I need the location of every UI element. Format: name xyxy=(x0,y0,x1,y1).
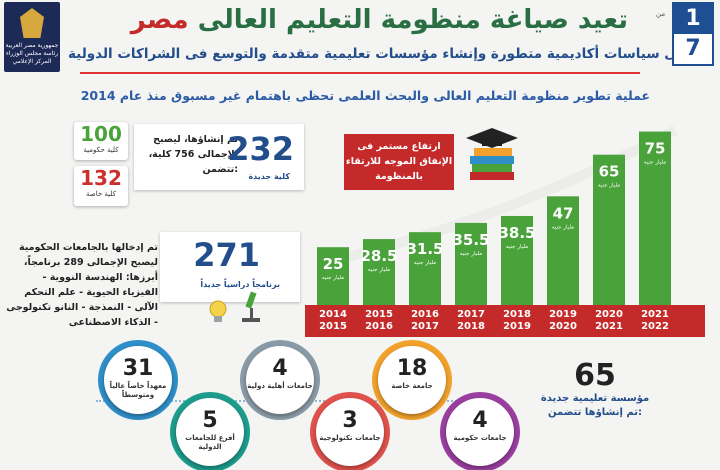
private-colleges-count: 132 xyxy=(80,166,122,190)
institution-count: 18 xyxy=(396,356,428,381)
bar xyxy=(363,239,395,305)
axis-band xyxy=(305,305,705,337)
institution-circle: 31 معهداً خاصاً عالياً ومتوسطاً xyxy=(104,346,172,414)
page-indicator: 1 7 من xyxy=(656,2,714,66)
x-tick-label: 2015 xyxy=(365,309,393,320)
headline: عملية تطوير منظومة التعليم العالى والبحث… xyxy=(80,88,650,103)
institution-circle: 4 جامعات حكومية xyxy=(446,398,514,466)
page-total: 7 xyxy=(685,36,701,61)
x-tick-label: 2019 xyxy=(503,321,531,332)
x-tick-label: 2021 xyxy=(595,321,623,332)
x-tick-label: 2020 xyxy=(549,321,577,332)
institution-count: 4 xyxy=(272,356,288,381)
x-tick-label: 2014 xyxy=(319,309,347,320)
institution-count: 4 xyxy=(472,408,488,433)
institution-circle: 5 أفرع للجامعات الدولية xyxy=(176,398,244,466)
bar xyxy=(547,196,579,305)
bar-value-label: 28.5 xyxy=(360,247,397,265)
bar-value-label: 75 xyxy=(645,140,666,158)
x-tick-label: 2017 xyxy=(457,309,485,320)
institution-label: أفرع للجامعات الدولية xyxy=(185,434,235,451)
total-institutions-count: 65 xyxy=(574,358,616,393)
private-colleges-tile: 132 كلية خاصة xyxy=(74,166,128,206)
microscope-icon xyxy=(242,291,260,322)
books-graduation-cap-icon xyxy=(466,128,518,180)
page-title: تعيد صياغة منظومة التعليم العالى مصر xyxy=(68,0,628,40)
x-tick-label: 2016 xyxy=(365,321,393,332)
eagle-emblem-icon xyxy=(20,8,44,38)
bar-unit-label: مليار جنيه xyxy=(598,183,620,189)
bar xyxy=(501,215,533,305)
programs-text: تم إدخالها بالجامعات الحكومية ليصبح الإج… xyxy=(6,242,158,328)
title-part-2: تعيد صياغة منظومة التعليم العالى xyxy=(197,5,628,35)
bar-value-label: 65 xyxy=(599,163,620,181)
logo-text: جمهورية مصر العربية رئاسة مجلس الوزراء ا… xyxy=(5,42,59,65)
bar xyxy=(317,247,349,305)
spending-callout: ارتفاع مستمر فى الإنفاق الموجه للارتقاء … xyxy=(344,134,454,190)
x-tick-label: 2016 xyxy=(411,309,439,320)
lightbulb-icon xyxy=(209,300,227,322)
new-colleges-count: 232 xyxy=(227,130,294,168)
bar-unit-label: مليار جنيه xyxy=(368,267,390,273)
page-current: 1 xyxy=(674,4,712,34)
institution-label: معهداً خاصاً عالياً ومتوسطاً xyxy=(109,382,167,399)
total-institutions-label: مؤسسة تعليمية جديدة تم إنشاؤها تتضمن: xyxy=(540,393,650,418)
private-colleges-label: كلية خاصة xyxy=(86,190,116,198)
bar-value-label: 31.5 xyxy=(406,240,443,258)
media-center-logo: جمهورية مصر العربية رئاسة مجلس الوزراء ا… xyxy=(4,2,60,72)
x-tick-label: 2017 xyxy=(411,321,439,332)
x-tick-label: 2021 xyxy=(641,309,669,320)
header-divider xyxy=(80,72,640,74)
institution-count: 3 xyxy=(342,408,358,433)
institution-label: جامعات تكنولوجية xyxy=(319,434,381,442)
institution-label: جامعة خاصة xyxy=(391,382,433,390)
new-programs-count: 271 xyxy=(193,236,260,274)
bar-value-label: 38.5 xyxy=(498,224,535,242)
title-part-1: مصر xyxy=(130,5,189,35)
gov-colleges-count: 100 xyxy=(80,122,122,146)
institution-count: 5 xyxy=(202,408,218,433)
bar-unit-label: مليار جنيه xyxy=(552,224,574,230)
bar-unit-label: مليار جنيه xyxy=(506,244,528,250)
total-institutions: 65 مؤسسة تعليمية جديدة تم إنشاؤها تتضمن: xyxy=(540,360,650,420)
institution-circle: 4 جامعات أهلية دولية xyxy=(246,346,314,414)
gov-colleges-label: كلية حكومية xyxy=(83,146,119,154)
new-colleges-caption: كلية جديدة xyxy=(248,172,290,181)
x-tick-label: 2020 xyxy=(595,309,623,320)
institution-label: جامعات حكومية xyxy=(453,434,507,442)
institution-circle: 3 جامعات تكنولوجية xyxy=(316,398,384,466)
bar-unit-label: مليار جنيه xyxy=(322,275,344,281)
bar xyxy=(639,131,671,305)
x-tick-label: 2015 xyxy=(319,321,347,332)
page-of-label: من xyxy=(656,10,666,18)
bar-value-label: 47 xyxy=(553,204,574,222)
institution-circle: 18 جامعة خاصة xyxy=(378,346,446,414)
gov-colleges-tile: 100 كلية حكومية xyxy=(74,122,128,160)
bar-value-label: 35.5 xyxy=(452,231,489,249)
x-tick-label: 2018 xyxy=(503,309,531,320)
x-tick-label: 2022 xyxy=(641,321,669,332)
bar-unit-label: مليار جنيه xyxy=(644,160,666,166)
bar xyxy=(593,154,625,305)
bar-value-label: 25 xyxy=(323,255,344,273)
bar-unit-label: مليار جنيه xyxy=(414,260,436,266)
bar xyxy=(455,222,487,305)
new-colleges-text: تم إنشاؤها، ليصبح الإجمالى 756 كلية، تتض… xyxy=(148,134,238,175)
institution-count: 31 xyxy=(122,356,154,381)
institution-label: جامعات أهلية دولية xyxy=(247,382,313,390)
page-subtitle: تبنى سياسات أكاديمية متطورة وإنشاء مؤسسا… xyxy=(68,46,695,62)
new-programs-caption: برنامجاً دراسياً جديداً xyxy=(200,280,280,289)
bar-unit-label: مليار جنيه xyxy=(460,251,482,257)
x-tick-label: 2018 xyxy=(457,321,485,332)
new-programs-card: 271 برنامجاً دراسياً جديداً xyxy=(160,232,300,302)
new-colleges-card: تم إنشاؤها، ليصبح الإجمالى 756 كلية، تتض… xyxy=(134,124,304,190)
x-tick-label: 2019 xyxy=(549,309,577,320)
bar xyxy=(409,232,441,305)
